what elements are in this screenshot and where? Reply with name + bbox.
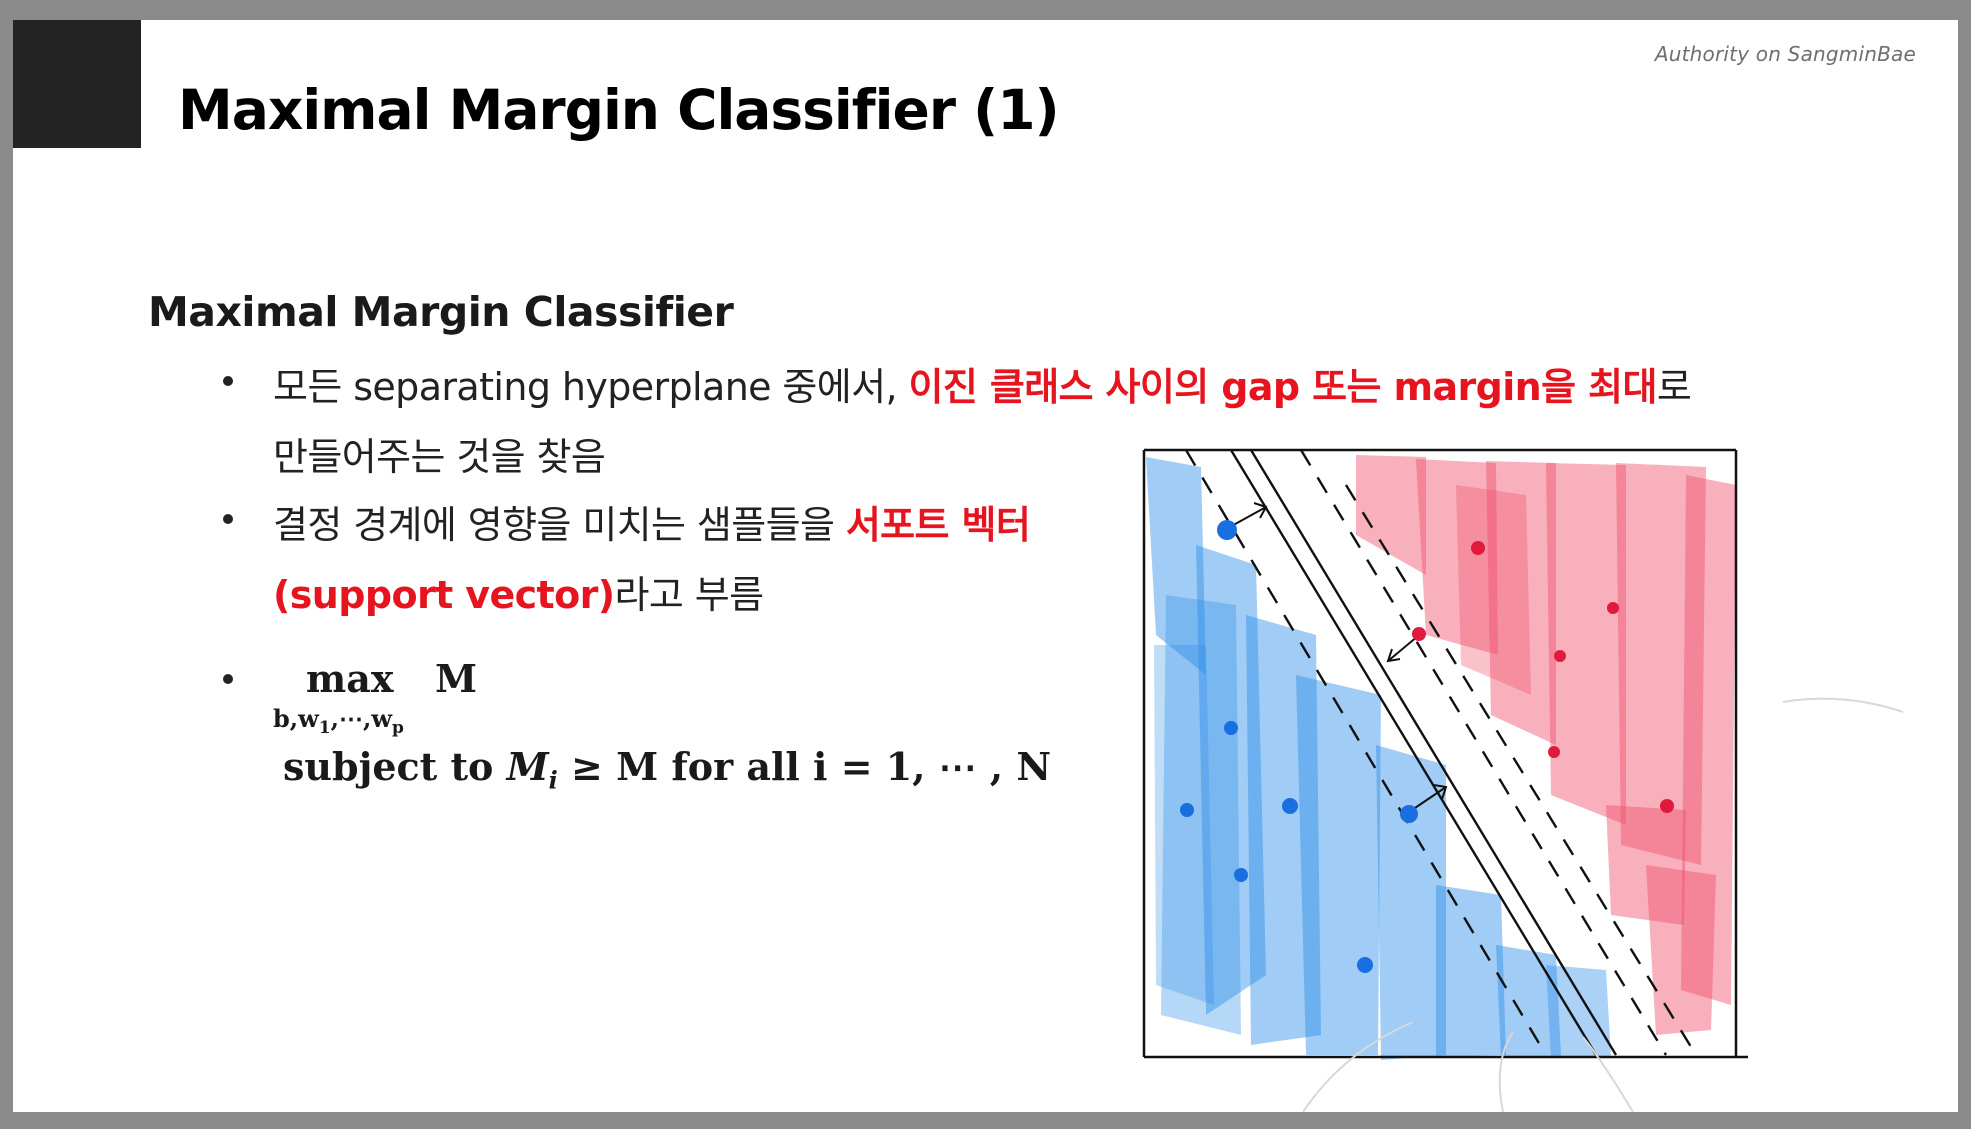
section-subtitle: Maximal Margin Classifier: [148, 288, 734, 336]
slide: Authority on SangminBae Maximal Margin C…: [13, 20, 1958, 1112]
decision-boundary-2: [1249, 449, 1618, 1056]
bullet-2-text-end: 라고 부름: [614, 573, 765, 617]
margin-diagram: [1142, 448, 1748, 1060]
decision-boundary: [1229, 449, 1598, 1056]
constraint-Mi: M: [506, 744, 549, 789]
page-title: Maximal Margin Classifier (1): [178, 78, 1060, 142]
red-class-region: [1356, 455, 1736, 1035]
subscript-p: p: [392, 717, 404, 738]
red-points: [1412, 541, 1674, 813]
bullet-1-highlight: 이진 클래스 사이의 gap 또는 margin을 최대: [908, 365, 1657, 409]
bullet-1-line-2: 만들어주는 것을 찾음: [273, 435, 606, 479]
bullet-1-line-1: 모든 separating hyperplane 중에서, 이진 클래스 사이의…: [273, 356, 1692, 411]
bullet-2-line-2: (support vector)라고 부름: [273, 564, 765, 619]
authority-credit: Authority on SangminBae: [1654, 42, 1916, 66]
bullet-2-text: 결정 경계에 영향을 미치는 샘플들을: [273, 503, 846, 547]
subscript-1: 1: [318, 717, 331, 738]
upper-margin-line: [1299, 449, 1668, 1056]
constraint-Mi-subscript: i: [548, 765, 558, 795]
bullet-2-highlight-2: (support vector): [273, 573, 615, 617]
subscript-b-w: b,w: [273, 704, 319, 733]
blue-class-region: [1146, 457, 1611, 1060]
bullet-1-dot: [223, 376, 233, 386]
outer-margin-line: [1344, 484, 1698, 1056]
bullet-2-line-1: 결정 경계에 영향을 미치는 샘플들을 서포트 벡터: [273, 494, 1031, 549]
corner-block: [13, 20, 141, 148]
formula-constraint: subject to Mi ≥ M for all i = 1, ⋯ , N: [283, 744, 1051, 795]
formula-max-subscript: b,w1,⋯,wp: [273, 704, 404, 738]
formula-max: max: [306, 656, 394, 701]
constraint-subject-to: subject to: [283, 744, 494, 789]
constraint-rest: ≥ M for all i = 1, ⋯ , N: [571, 744, 1052, 789]
bullet-2-highlight: 서포트 벡터: [845, 503, 1031, 547]
subscript-dots-w: ,⋯,w: [330, 704, 393, 733]
decorative-arcs: [1303, 697, 1903, 1112]
bullet-2-dot: [223, 514, 233, 524]
bullet-3-dot: [223, 674, 233, 684]
plot-frame: [1142, 448, 1748, 1059]
lower-margin-line: [1184, 449, 1548, 1056]
margin-lines: [1184, 449, 1698, 1056]
formula-objective-M: M: [435, 656, 478, 701]
bullet-1-text-end: 로: [1656, 365, 1692, 409]
bullet-1-text: 모든 separating hyperplane 중에서,: [273, 365, 909, 409]
blue-points: [1180, 520, 1418, 973]
